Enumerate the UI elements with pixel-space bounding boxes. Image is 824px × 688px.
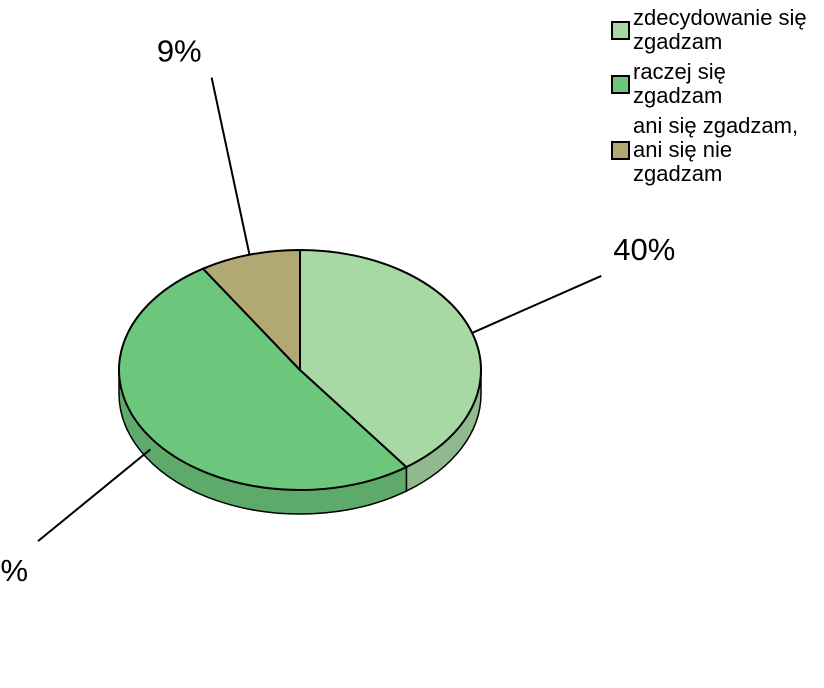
pie-slice xyxy=(299,248,482,469)
data-label: 40% xyxy=(613,232,675,267)
legend-item-rather-agree: raczej się zgadzam xyxy=(611,60,821,108)
legend-label: ani się zgadzam, ani się nie zgadzam xyxy=(633,113,799,186)
pie-slice xyxy=(201,248,301,373)
data-label: 51% xyxy=(0,553,28,588)
legend-label: raczej się zgadzam xyxy=(633,59,726,108)
leader-line xyxy=(210,77,251,255)
leader-line xyxy=(471,274,602,334)
leader-line xyxy=(37,448,151,542)
legend-item-neutral: ani się zgadzam, ani się nie zgadzam xyxy=(611,114,821,186)
pie-top xyxy=(118,248,482,491)
legend-swatch xyxy=(611,20,630,40)
legend-item-strongly-agree: zdecydowanie się zgadzam xyxy=(611,6,821,54)
data-label: 9% xyxy=(157,34,202,69)
legend: zdecydowanie się zgadzam raczej się zgad… xyxy=(611,6,821,192)
pie-slice xyxy=(118,267,409,491)
legend-swatch xyxy=(611,74,630,94)
pie-labels: 40% 51% 9% xyxy=(0,34,675,589)
legend-swatch xyxy=(611,140,630,160)
legend-label: zdecydowanie się zgadzam xyxy=(633,5,807,54)
